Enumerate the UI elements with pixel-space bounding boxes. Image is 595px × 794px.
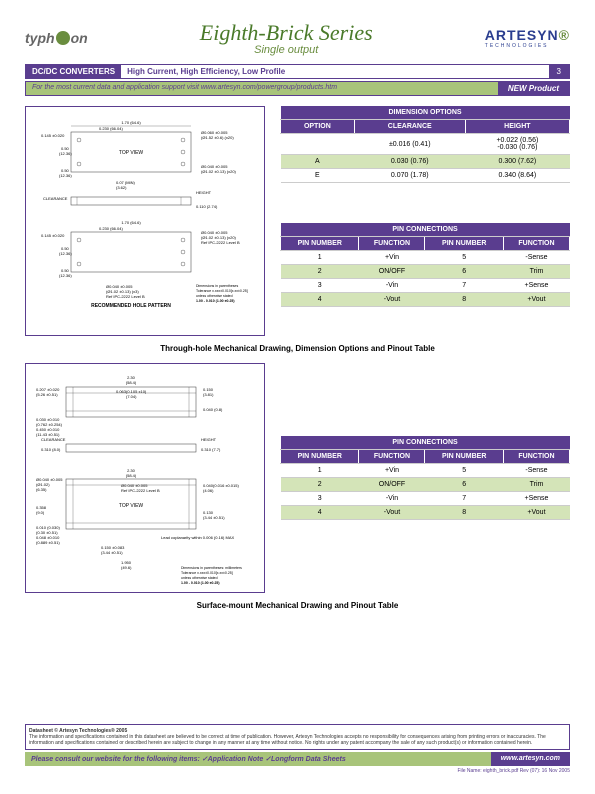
pin1-title: PIN CONNECTIONS (281, 223, 570, 237)
typhoon-logo: typhon (25, 30, 88, 46)
svg-text:(4.06): (4.06) (203, 488, 214, 493)
svg-text:Dimensions in parentheses: mil: Dimensions in parentheses: millimeters (181, 566, 242, 570)
svg-text:0.110 (2.74): 0.110 (2.74) (196, 204, 218, 209)
table-row: 3-Vin7+Sense (281, 492, 570, 506)
footer-url: www.artesyn.com (491, 752, 570, 766)
category-label: DC/DC CONVERTERS (26, 65, 121, 78)
svg-text:(5.26 ±0.51): (5.26 ±0.51) (36, 392, 58, 397)
svg-text:(0.889 ±0.51): (0.889 ±0.51) (36, 540, 60, 545)
svg-text:Ref IPC-2222 Level B: Ref IPC-2222 Level B (121, 488, 160, 493)
category-bar: DC/DC CONVERTERS High Current, High Effi… (25, 64, 570, 79)
svg-text:CLEARANCE: CLEARANCE (43, 196, 68, 201)
svg-text:TOP VIEW: TOP VIEW (119, 503, 144, 509)
artesyn-sub: TECHNOLOGIES (485, 43, 570, 49)
svg-text:HEIGHT: HEIGHT (201, 437, 217, 442)
header: typhon Eighth-Brick Series Single output… (25, 20, 570, 56)
svg-text:Lead coplanarity within 0.006: Lead coplanarity within 0.006 (0.16) MAX (161, 535, 234, 540)
svg-text:(3.44 ±0.51): (3.44 ±0.51) (101, 550, 123, 555)
dim-h2: HEIGHT (465, 120, 569, 134)
footer: Datasheet © Artesyn Technologies® 2005 T… (25, 724, 570, 774)
pin2-title: PIN CONNECTIONS (281, 436, 570, 450)
svg-text:(7.04): (7.04) (126, 394, 137, 399)
svg-text:(Ø1.02 ±0.13) (x20): (Ø1.02 ±0.13) (x20) (201, 169, 237, 174)
page-number: 3 (549, 65, 569, 78)
svg-text:(12.36): (12.36) (59, 173, 72, 178)
table-row: 4-Vout8+Vout (281, 293, 570, 307)
dim-h1: CLEARANCE (354, 120, 465, 134)
svg-text:(12.36): (12.36) (59, 251, 72, 256)
dim-h0: OPTION (281, 120, 355, 134)
svg-text:1.00 - 0.010 (1.00 ±0.25): 1.00 - 0.010 (1.00 ±0.25) (196, 299, 235, 303)
svg-text:(9.0): (9.0) (36, 510, 45, 515)
svg-text:0.145 ±0.020: 0.145 ±0.020 (41, 233, 65, 238)
svg-text:0.230 (66.04): 0.230 (66.04) (99, 226, 123, 231)
svg-text:unless otherwise stated: unless otherwise stated (181, 576, 218, 580)
svg-text:(49.6): (49.6) (121, 565, 132, 570)
svg-text:Dimensions in parentheses: Dimensions in parentheses (196, 284, 238, 288)
svg-text:Ref IPC-2222 Level B: Ref IPC-2222 Level B (201, 240, 240, 245)
svg-text:(58.4): (58.4) (126, 473, 137, 478)
artesyn-logo: ARTESYN® (485, 27, 570, 43)
table-row: A0.030 (0.76)0.300 (7.62) (281, 155, 570, 169)
pin-connections-table-2: PIN CONNECTIONS PIN NUMBER FUNCTION PIN … (280, 436, 570, 520)
svg-text:0.230 (66.04): 0.230 (66.04) (99, 126, 123, 131)
table-row: 2ON/OFF6Trim (281, 265, 570, 279)
pin-connections-table-1: PIN CONNECTIONS PIN NUMBER FUNCTION PIN … (280, 223, 570, 307)
table-row: 1+Vin5-Sense (281, 464, 570, 478)
table-row: 3-Vin7+Sense (281, 279, 570, 293)
through-hole-drawing: TOP VIEW 1.70 (64.6) 0.145 ±0.020 0.230 … (25, 106, 265, 336)
svg-text:Ref IPC-2222 Level B: Ref IPC-2222 Level B (106, 294, 145, 299)
table-row: E0.070 (1.78)0.340 (8.64) (281, 169, 570, 183)
footer-consult: Please consult our website for the follo… (25, 752, 491, 766)
disclaimer-text: The information and specifications conta… (29, 734, 566, 746)
url-note: For the most current data and applicatio… (26, 82, 498, 95)
svg-text:CLEARANCE: CLEARANCE (41, 437, 66, 442)
caption-1: Through-hole Mechanical Drawing, Dimensi… (25, 344, 570, 353)
new-product-badge: NEW Product (498, 82, 569, 95)
svg-text:0.145 ±0.020: 0.145 ±0.020 (41, 133, 65, 138)
footer-disclaimer: Datasheet © Artesyn Technologies® 2005 T… (25, 724, 570, 750)
table-row: 4-Vout8+Vout (281, 506, 570, 520)
table-row: 1+Vin5-Sense (281, 251, 570, 265)
file-info: File Name: eighth_brick.pdf Rev (07): 16… (25, 768, 570, 774)
table-row: ±0.016 (0.41)+0.022 (0.56) -0.030 (0.76) (281, 134, 570, 155)
footer-bar: Please consult our website for the follo… (25, 752, 570, 766)
svg-text:Tolerance x.xxx±0.010[x.xx±0.2: Tolerance x.xxx±0.010[x.xx±0.25] (181, 571, 233, 575)
svg-text:Tolerance x.xxx±0.010[x.xx±0.2: Tolerance x.xxx±0.010[x.xx±0.25] (196, 289, 248, 293)
top-view-label: TOP VIEW (119, 150, 144, 156)
surface-mount-drawing: 2.30 (58.4) 0.207 ±0.020 (5.26 ±0.51) 0.… (25, 363, 265, 593)
table-row: 2ON/OFF6Trim (281, 478, 570, 492)
dimension-options-table: DIMENSION OPTIONS OPTION CLEARANCE HEIGH… (280, 106, 570, 183)
svg-text:(12.36): (12.36) (59, 273, 72, 278)
svg-text:1.70 (64.6): 1.70 (64.6) (121, 220, 141, 225)
svg-text:0.310 (8.0): 0.310 (8.0) (41, 447, 61, 452)
svg-text:1.00 - 0.010 (1.00 ±0.25): 1.00 - 0.010 (1.00 ±0.25) (181, 581, 220, 585)
svg-text:0.310 (7.7): 0.310 (7.7) (201, 447, 221, 452)
svg-text:(3.62): (3.62) (116, 185, 127, 190)
svg-text:RECOMMENDED HOLE PATTERN: RECOMMENDED HOLE PATTERN (91, 303, 171, 309)
svg-text:(58.4): (58.4) (126, 380, 137, 385)
category-desc: High Current, High Efficiency, Low Profi… (121, 65, 548, 78)
svg-text:(3.44 ±0.51): (3.44 ±0.51) (203, 515, 225, 520)
caption-2: Surface-mount Mechanical Drawing and Pin… (25, 601, 570, 610)
svg-text:(Ø1.52 ±0.6) (x20): (Ø1.52 ±0.6) (x20) (201, 135, 234, 140)
series-title: Eighth-Brick Series (200, 20, 373, 46)
svg-text:(6.35): (6.35) (36, 487, 47, 492)
info-bar: For the most current data and applicatio… (25, 81, 570, 96)
svg-text:1.70 (64.6): 1.70 (64.6) (121, 120, 141, 125)
svg-text:HEIGHT: HEIGHT (196, 190, 212, 195)
dim-title: DIMENSION OPTIONS (281, 106, 570, 120)
svg-text:(3.81): (3.81) (203, 392, 214, 397)
svg-text:unless otherwise stated: unless otherwise stated (196, 294, 233, 298)
svg-text:0.040 (0.8): 0.040 (0.8) (203, 407, 223, 412)
svg-text:(12.36): (12.36) (59, 151, 72, 156)
